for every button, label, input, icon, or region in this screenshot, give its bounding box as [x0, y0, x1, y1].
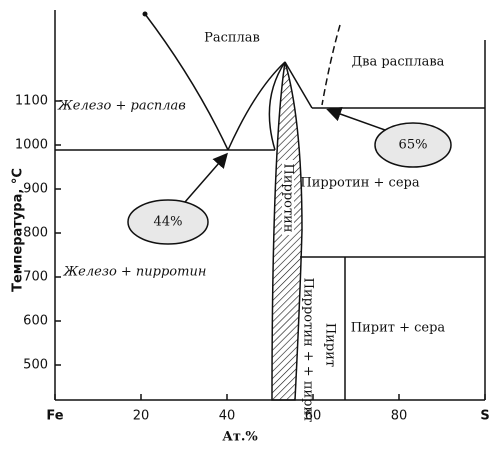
x-axis-label: Ат.% — [222, 430, 258, 445]
x-tick-label: 60 — [305, 409, 322, 424]
region-label: Пирротин + сера — [300, 176, 419, 191]
region-label: Пирит + сера — [351, 321, 446, 336]
y-tick-label: 800 — [23, 226, 48, 241]
region-label: Пирротин — [281, 164, 296, 233]
region-label: Расплав — [204, 31, 260, 46]
y-axis-label: Температура, °C — [11, 168, 26, 292]
x-tick-label: Fe — [46, 409, 63, 424]
phase-lines — [55, 11, 485, 401]
x-tick-label: S — [480, 409, 489, 424]
callout-label: 44% — [154, 215, 183, 230]
region-label: Пирротин + + пирит — [301, 278, 316, 423]
region-label: Железо + расплав — [57, 99, 186, 114]
region-labels: Расплав Два расплава Железо + расплав Пи… — [57, 31, 445, 423]
region-label: Железо + пирротин — [63, 265, 207, 280]
y-tick-label: 1000 — [15, 138, 48, 153]
y-tick-label: 500 — [23, 358, 48, 373]
y-tick-label: 900 — [23, 182, 48, 197]
callout-label: 65% — [399, 138, 428, 153]
region-label: Пирит — [323, 323, 338, 367]
y-tick-label: 600 — [23, 314, 48, 329]
x-tick-label: 20 — [133, 409, 150, 424]
x-tick-label: 40 — [219, 409, 236, 424]
callouts: 44% 65% — [127, 106, 452, 245]
frame — [54, 10, 486, 401]
x-tick-label: 80 — [391, 409, 408, 424]
y-tick-label: 700 — [23, 270, 48, 285]
region-label: Два расплава — [352, 55, 445, 70]
y-tick-label: 1100 — [15, 94, 48, 109]
